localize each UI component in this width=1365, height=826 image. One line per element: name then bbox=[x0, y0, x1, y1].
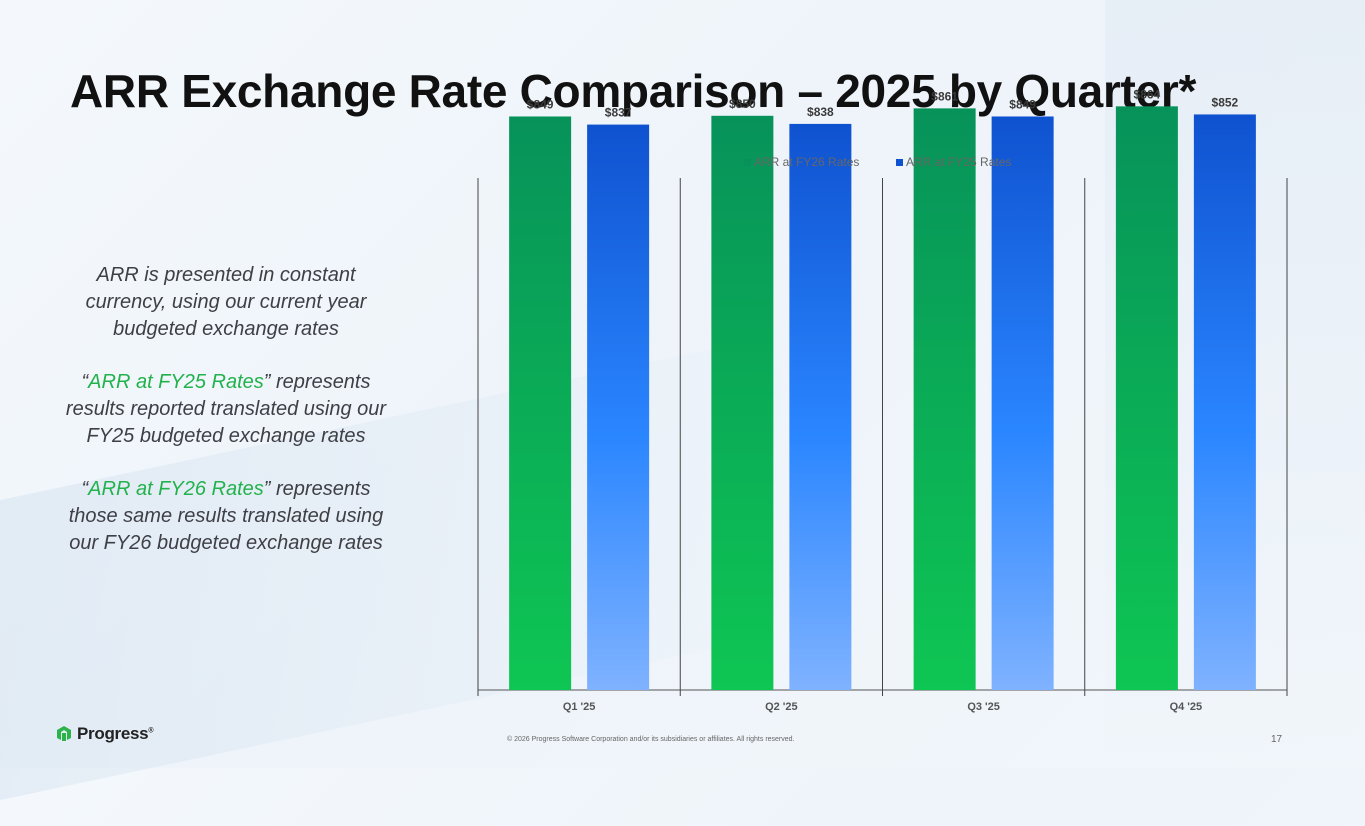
fy26-bar-4 bbox=[1115, 106, 1178, 690]
x-tick-label-4: Q4 '25 bbox=[1170, 701, 1203, 713]
arr-bar-chart: $849 $837 Q1 '25 $850 $838 Q2 '25 $861 $849 Q3 '… bbox=[477, 87, 1288, 713]
legend-label-1: ARR at FY26 Rates bbox=[754, 155, 859, 169]
fy25-bar-4 bbox=[1193, 114, 1256, 691]
quote-open: “ bbox=[81, 371, 89, 393]
explanation-paragraph-3-rest: ” represents those same results translat… bbox=[68, 478, 384, 554]
fy26-rates-highlight: ARR at FY26 Rates bbox=[88, 478, 264, 500]
fy25-bar-1 bbox=[587, 124, 650, 691]
fy25-value-label-3: $849 bbox=[1009, 97, 1036, 111]
explanation-paragraph-2: “ARR at FY25 Rates” represents results r… bbox=[58, 369, 394, 450]
logo-wordmark: Progress bbox=[77, 724, 149, 743]
fy25-rates-highlight: ARR at FY25 Rates bbox=[88, 371, 264, 393]
fy26-bar-1 bbox=[509, 116, 572, 691]
fy25-bar-2 bbox=[789, 123, 852, 691]
x-tick-label-2: Q2 '25 bbox=[765, 701, 798, 713]
chart-layer: $849 $837 Q1 '25 $850 $838 Q2 '25 $861 $849 Q3 '… bbox=[477, 87, 1288, 713]
x-tick-label-1: Q1 '25 bbox=[563, 701, 596, 713]
explanation-text: ARR is presented in constant currency, u… bbox=[58, 262, 394, 583]
fy25-value-label-1: $837 bbox=[605, 106, 632, 120]
legend-swatch-2 bbox=[896, 159, 903, 166]
fy26-value-label-3: $861 bbox=[931, 89, 958, 103]
fy26-value-label-4: $864 bbox=[1134, 87, 1161, 101]
copyright-notice: © 2026 Progress Software Corporation and… bbox=[507, 736, 795, 743]
fy26-value-label-2: $850 bbox=[729, 97, 756, 111]
fy25-bar-3 bbox=[991, 116, 1054, 691]
fy25-value-label-2: $838 bbox=[807, 105, 834, 119]
progress-logo-icon bbox=[57, 726, 71, 741]
explanation-paragraph-2-rest: ” represents results reported translated… bbox=[65, 371, 387, 447]
quote-open: “ bbox=[81, 478, 89, 500]
x-tick-label-3: Q3 '25 bbox=[967, 701, 1000, 713]
registered-mark: ® bbox=[148, 727, 154, 735]
explanation-paragraph-3: “ARR at FY26 Rates” represents those sam… bbox=[58, 476, 394, 557]
fy26-bar-2 bbox=[711, 115, 774, 691]
legend-label-2: ARR at FY25 Rates bbox=[906, 155, 1011, 169]
legend-swatch-1 bbox=[744, 159, 751, 166]
logo-text: Progress® bbox=[77, 724, 153, 744]
page-number: 17 bbox=[1271, 734, 1283, 745]
progress-logo: Progress® bbox=[55, 724, 153, 744]
fy26-bar-3 bbox=[913, 108, 976, 691]
explanation-paragraph-1: ARR is presented in constant currency, u… bbox=[85, 264, 367, 340]
page-title: ARR Exchange Rate Comparison – 2025 by Q… bbox=[70, 65, 1197, 117]
fy26-value-label-1: $849 bbox=[527, 97, 554, 111]
fy25-value-label-4: $852 bbox=[1212, 95, 1239, 109]
